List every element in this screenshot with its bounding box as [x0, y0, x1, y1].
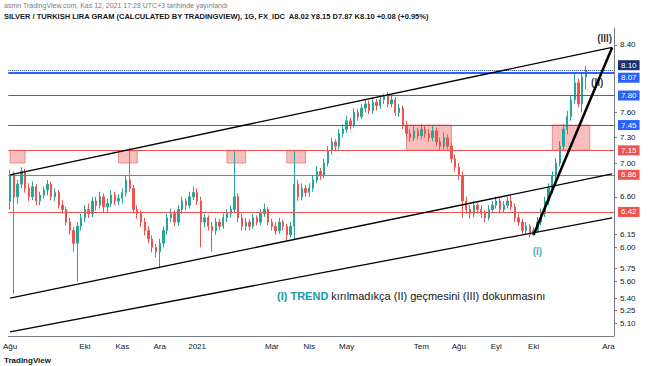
svg-text:5.75: 5.75: [620, 264, 636, 273]
svg-text:Ara: Ara: [602, 342, 615, 351]
svg-text:SILVER / TURKISH LIRA GRAM (CA: SILVER / TURKISH LIRA GRAM (CALCULATED B…: [4, 12, 429, 21]
svg-text:7.15: 7.15: [621, 146, 637, 155]
svg-text:7.45: 7.45: [621, 121, 637, 130]
svg-text:8.07: 8.07: [621, 73, 637, 82]
svg-text:Eki: Eki: [79, 342, 90, 351]
svg-text:Eyl: Eyl: [491, 342, 502, 351]
svg-text:7.80: 7.80: [621, 91, 637, 100]
svg-text:7.30: 7.30: [620, 133, 636, 142]
svg-text:8.40: 8.40: [620, 40, 636, 49]
svg-text:Nis: Nis: [303, 342, 315, 351]
svg-text:Eki: Eki: [528, 342, 539, 351]
svg-text:kırılmadıkça (II) geçmesini (I: kırılmadıkça (II) geçmesini (III) dokunm…: [328, 290, 545, 302]
svg-text:5.25: 5.25: [620, 306, 636, 315]
svg-text:8.10: 8.10: [621, 61, 637, 70]
svg-text:7.60: 7.60: [620, 108, 636, 117]
svg-text:(II): (II): [591, 77, 603, 88]
svg-text:Ara: Ara: [153, 342, 166, 351]
svg-text:5.60: 5.60: [620, 277, 636, 286]
svg-text:Tem: Tem: [414, 342, 429, 351]
svg-text:(III): (III): [597, 33, 612, 44]
svg-text:Kas: Kas: [115, 342, 129, 351]
svg-text:6.60: 6.60: [620, 192, 636, 201]
svg-text:Mar: Mar: [265, 342, 279, 351]
svg-text:asmn TradingView.com, Kas 12,: asmn TradingView.com, Kas 12, 2021 17:28…: [4, 2, 228, 10]
svg-text:5.40: 5.40: [620, 294, 636, 303]
svg-text:5.10: 5.10: [620, 319, 636, 328]
svg-text:7.00: 7.00: [620, 159, 636, 168]
svg-text:6.86: 6.86: [621, 170, 637, 179]
svg-text:May: May: [339, 342, 354, 351]
svg-text:6.00: 6.00: [620, 243, 636, 252]
svg-text:Ağu: Ağu: [452, 342, 466, 351]
svg-text:6.15: 6.15: [620, 230, 636, 239]
svg-text:(I) TREND: (I) TREND: [277, 290, 328, 302]
svg-text:2021: 2021: [188, 342, 206, 351]
svg-text:6.42: 6.42: [621, 207, 637, 216]
svg-text:Ağu: Ağu: [3, 342, 17, 351]
svg-text:(I): (I): [533, 246, 542, 257]
svg-text:TradingView: TradingView: [4, 356, 52, 365]
